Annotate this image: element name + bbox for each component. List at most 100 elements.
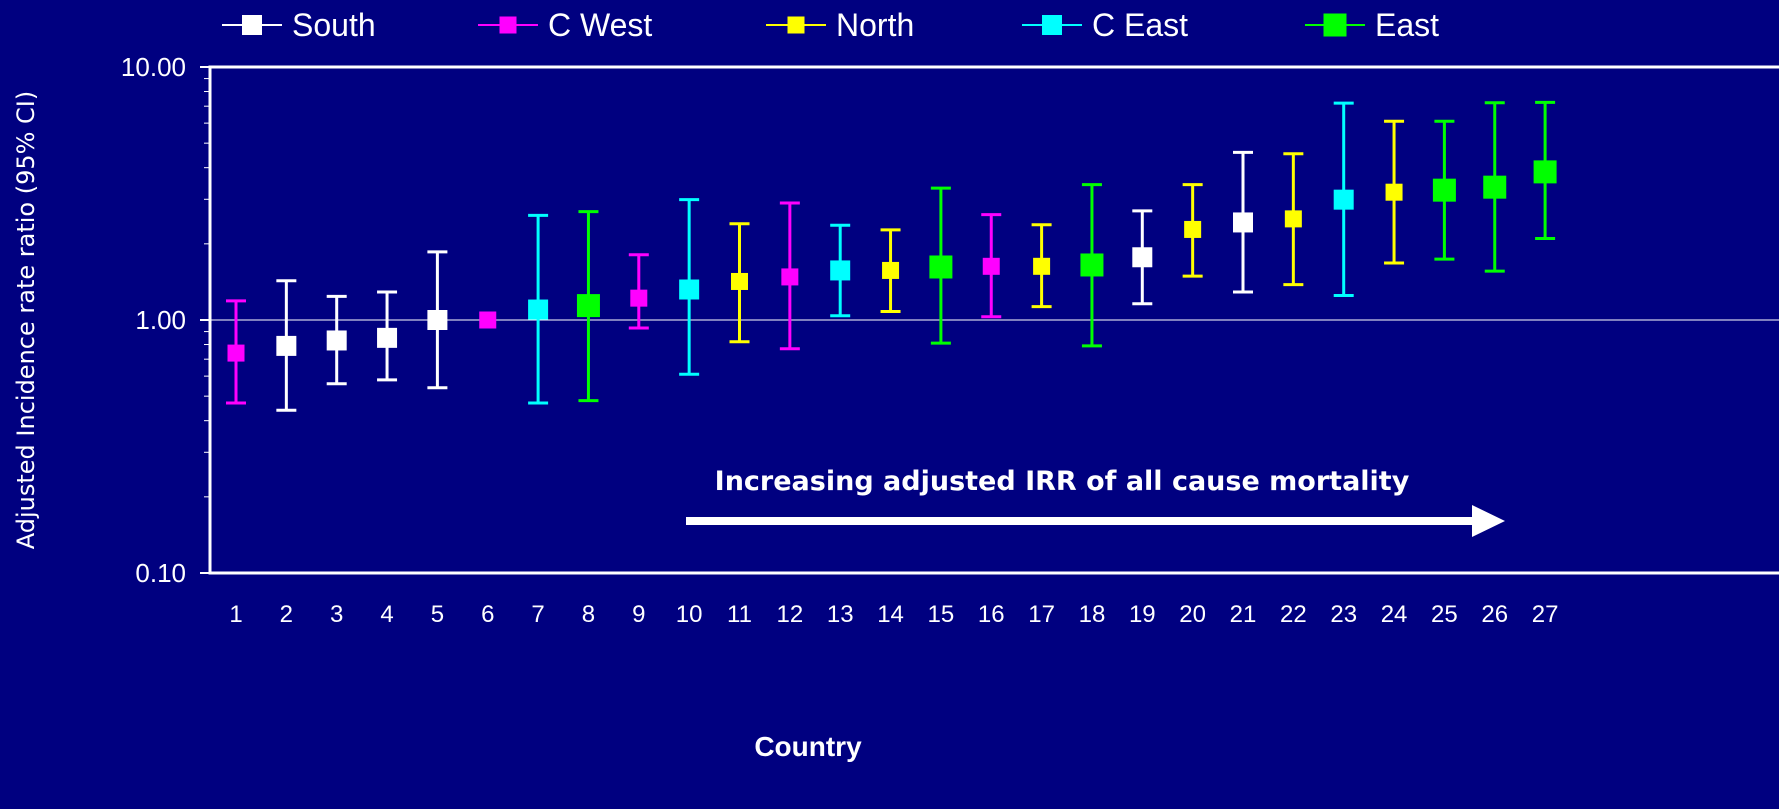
legend-marker [787, 16, 805, 34]
data-point [779, 201, 800, 351]
legend-marker [499, 16, 517, 34]
point-marker [1533, 160, 1557, 184]
data-point [326, 294, 347, 386]
data-point [1533, 100, 1557, 240]
legend-marker [1323, 13, 1347, 37]
x-tick-label: 14 [877, 601, 904, 628]
point-marker [1184, 220, 1202, 238]
y-tick-label: 10.00 [121, 52, 186, 82]
legend-item: C West [478, 7, 652, 43]
x-tick-label: 8 [582, 601, 595, 628]
point-marker [1284, 210, 1302, 228]
point-marker [982, 257, 1000, 275]
data-point [479, 311, 497, 329]
x-tick-label: 16 [978, 601, 1005, 628]
x-tick-label: 26 [1481, 601, 1508, 628]
x-tick-label: 9 [632, 601, 645, 628]
data-point [1182, 183, 1203, 278]
x-tick-label: 3 [330, 601, 343, 628]
point-marker [1233, 212, 1253, 233]
data-point [1233, 150, 1253, 294]
data-point [1384, 119, 1405, 265]
point-marker [576, 294, 600, 318]
legend-label: C West [548, 7, 652, 43]
data-point [377, 290, 398, 382]
point-marker [731, 272, 748, 290]
legend-label: East [1375, 7, 1439, 43]
data-point [528, 213, 549, 405]
point-marker [679, 279, 700, 300]
x-tick-label: 1 [229, 601, 242, 628]
x-tick-label: 21 [1230, 601, 1257, 628]
legend-label: C East [1092, 7, 1188, 43]
x-tick-label: 2 [280, 601, 293, 628]
x-tick-label: 15 [928, 601, 955, 628]
point-marker [276, 335, 297, 356]
x-tick-label: 13 [827, 601, 854, 628]
x-tick-label: 10 [676, 601, 703, 628]
legend-item: East [1305, 7, 1439, 43]
data-point [1031, 223, 1052, 309]
point-marker [1483, 175, 1507, 199]
y-tick-label: 0.10 [135, 558, 186, 588]
data-point [830, 223, 851, 318]
legend-marker [242, 15, 262, 35]
data-point [929, 186, 953, 345]
y-axis: 10.00 1.00 0.10 [121, 52, 210, 588]
point-marker [227, 344, 245, 362]
legend-item: South [222, 7, 376, 43]
legend-label: North [836, 7, 914, 43]
x-axis-title: Country [754, 731, 862, 762]
annotation-text: Increasing adjusted IRR of all cause mor… [715, 466, 1410, 497]
x-tick-label: 20 [1179, 601, 1206, 628]
data-point [427, 250, 448, 390]
x-tick-label: 27 [1532, 601, 1559, 628]
data-marks [226, 100, 1557, 412]
x-tick-label: 19 [1129, 601, 1156, 628]
point-marker [479, 311, 497, 329]
point-marker [326, 330, 347, 351]
annotation-arrow-head [1472, 505, 1505, 537]
data-point [1283, 152, 1304, 287]
legend: South C West North C East East [222, 7, 1439, 43]
x-tick-label: 17 [1028, 601, 1055, 628]
y-axis-title: Adjusted Incidence rate ratio (95% CI) [12, 91, 40, 549]
x-axis: 1 2 3 4 5 6 7 8 9 10 11 12 13 14 15 16 17 18 19 20 21 22 23 24 2… [229, 601, 1558, 628]
x-tick-label: 25 [1431, 601, 1458, 628]
point-marker [528, 299, 549, 320]
legend-label: South [292, 7, 376, 43]
x-tick-label: 22 [1280, 601, 1307, 628]
point-marker [1333, 189, 1354, 210]
data-point [981, 213, 1002, 319]
x-tick-label: 6 [481, 601, 494, 628]
point-marker [377, 327, 398, 348]
data-point [1432, 119, 1456, 261]
point-marker [1432, 178, 1456, 202]
point-marker [830, 260, 851, 281]
data-point [729, 222, 750, 344]
data-point [1132, 209, 1153, 306]
x-tick-label: 24 [1381, 601, 1408, 628]
x-tick-label: 11 [727, 601, 752, 628]
data-point [276, 279, 297, 412]
point-marker [630, 289, 648, 307]
x-tick-label: 7 [531, 601, 544, 628]
data-point [226, 299, 246, 405]
point-marker [1385, 183, 1403, 201]
data-point [576, 210, 600, 403]
point-marker [882, 261, 900, 279]
point-marker [1132, 247, 1153, 268]
point-marker [781, 268, 799, 286]
y-tick-label: 1.00 [135, 305, 186, 335]
annotation-group: Increasing adjusted IRR of all cause mor… [686, 466, 1505, 537]
legend-marker [1042, 15, 1062, 35]
x-tick-label: 4 [380, 601, 393, 628]
data-point [628, 253, 649, 330]
data-point [1483, 101, 1507, 273]
point-marker [1033, 257, 1051, 275]
legend-item: C East [1022, 7, 1188, 43]
data-point [880, 228, 901, 314]
x-tick-label: 12 [776, 601, 803, 628]
